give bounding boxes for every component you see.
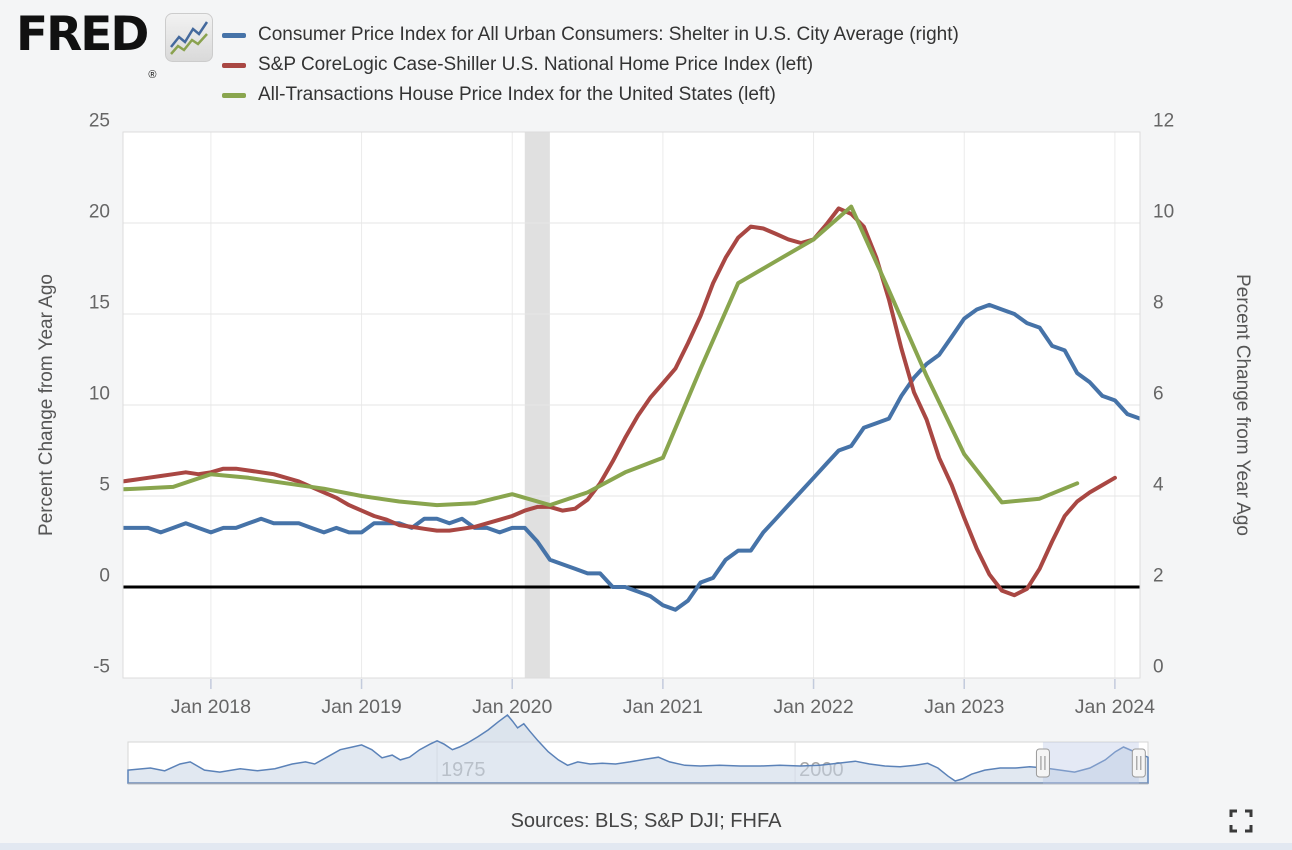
series-line-2 [123,204,1080,508]
fullscreen-icon[interactable] [1228,808,1254,834]
right-axis-title: Percent Change from Year Ago [1232,274,1253,536]
navigator-handle-left[interactable] [1035,748,1050,778]
x-axis-label: Jan 2021 [623,696,703,718]
range-selector: 19752000 [127,713,1149,785]
right-axis-tick-label: 0 [1153,657,1164,678]
x-axis-label: Jan 2023 [924,696,1004,718]
navigator-handle-right[interactable] [1131,748,1146,778]
right-axis-tick-label: 2 [1153,566,1164,587]
left-axis-tick-label: 25 [89,111,110,132]
page-divider-strip [0,843,1292,850]
sources-note: Sources: BLS; S&P DJI; FHFA [510,810,782,832]
header: FRED ® [16,10,213,81]
fred-logo-text: FRED [16,7,149,62]
legend-item-cpi-shelter: Consumer Price Index for All Urban Consu… [222,20,959,50]
legend-item-case-shiller: S&P CoreLogic Case-Shiller U.S. National… [222,50,959,80]
series-marker-green [222,92,246,98]
left-axis-tick-label: 10 [89,384,110,405]
navigator-sparkline [127,713,1149,784]
x-axis-label: Jan 2020 [472,696,552,718]
left-axis-tick-label: 15 [89,293,110,314]
legend-label: Consumer Price Index for All Urban Consu… [258,24,959,45]
series-marker-red [222,62,246,68]
x-axis-label: Jan 2024 [1075,696,1155,718]
series-line-1 [123,206,1117,598]
legend-item-all-transactions: All-Transactions House Price Index for t… [222,80,959,110]
legend-label: S&P CoreLogic Case-Shiller U.S. National… [258,54,814,75]
navigator-selection[interactable] [1042,742,1139,784]
left-axis-tick-label: 20 [89,202,110,223]
fred-logo[interactable]: FRED ® [16,7,157,82]
left-axis-tick-label: -5 [93,657,110,678]
left-axis-tick-label: 5 [99,475,110,496]
legend: Consumer Price Index for All Urban Consu… [222,20,959,110]
left-axis-tick-label: 0 [99,566,110,587]
plot-border [122,131,1141,679]
right-axis-tick-label: 6 [1153,384,1164,405]
registered-mark: ® [148,69,157,81]
right-axis-tick-label: 8 [1153,293,1164,314]
right-axis-tick-label: 10 [1153,202,1174,223]
right-axis-tick-label: 12 [1153,111,1174,132]
legend-label: All-Transactions House Price Index for t… [258,84,776,105]
x-axis-label: Jan 2022 [773,696,853,718]
x-axis-label: Jan 2018 [171,696,251,718]
series-marker-blue [222,32,246,38]
x-axis-label: Jan 2019 [321,696,401,718]
left-axis-title: Percent Change from Year Ago [36,274,57,536]
series-line-0 [123,302,1140,612]
fred-chart-icon [164,13,213,67]
right-axis-tick-label: 4 [1153,475,1164,496]
